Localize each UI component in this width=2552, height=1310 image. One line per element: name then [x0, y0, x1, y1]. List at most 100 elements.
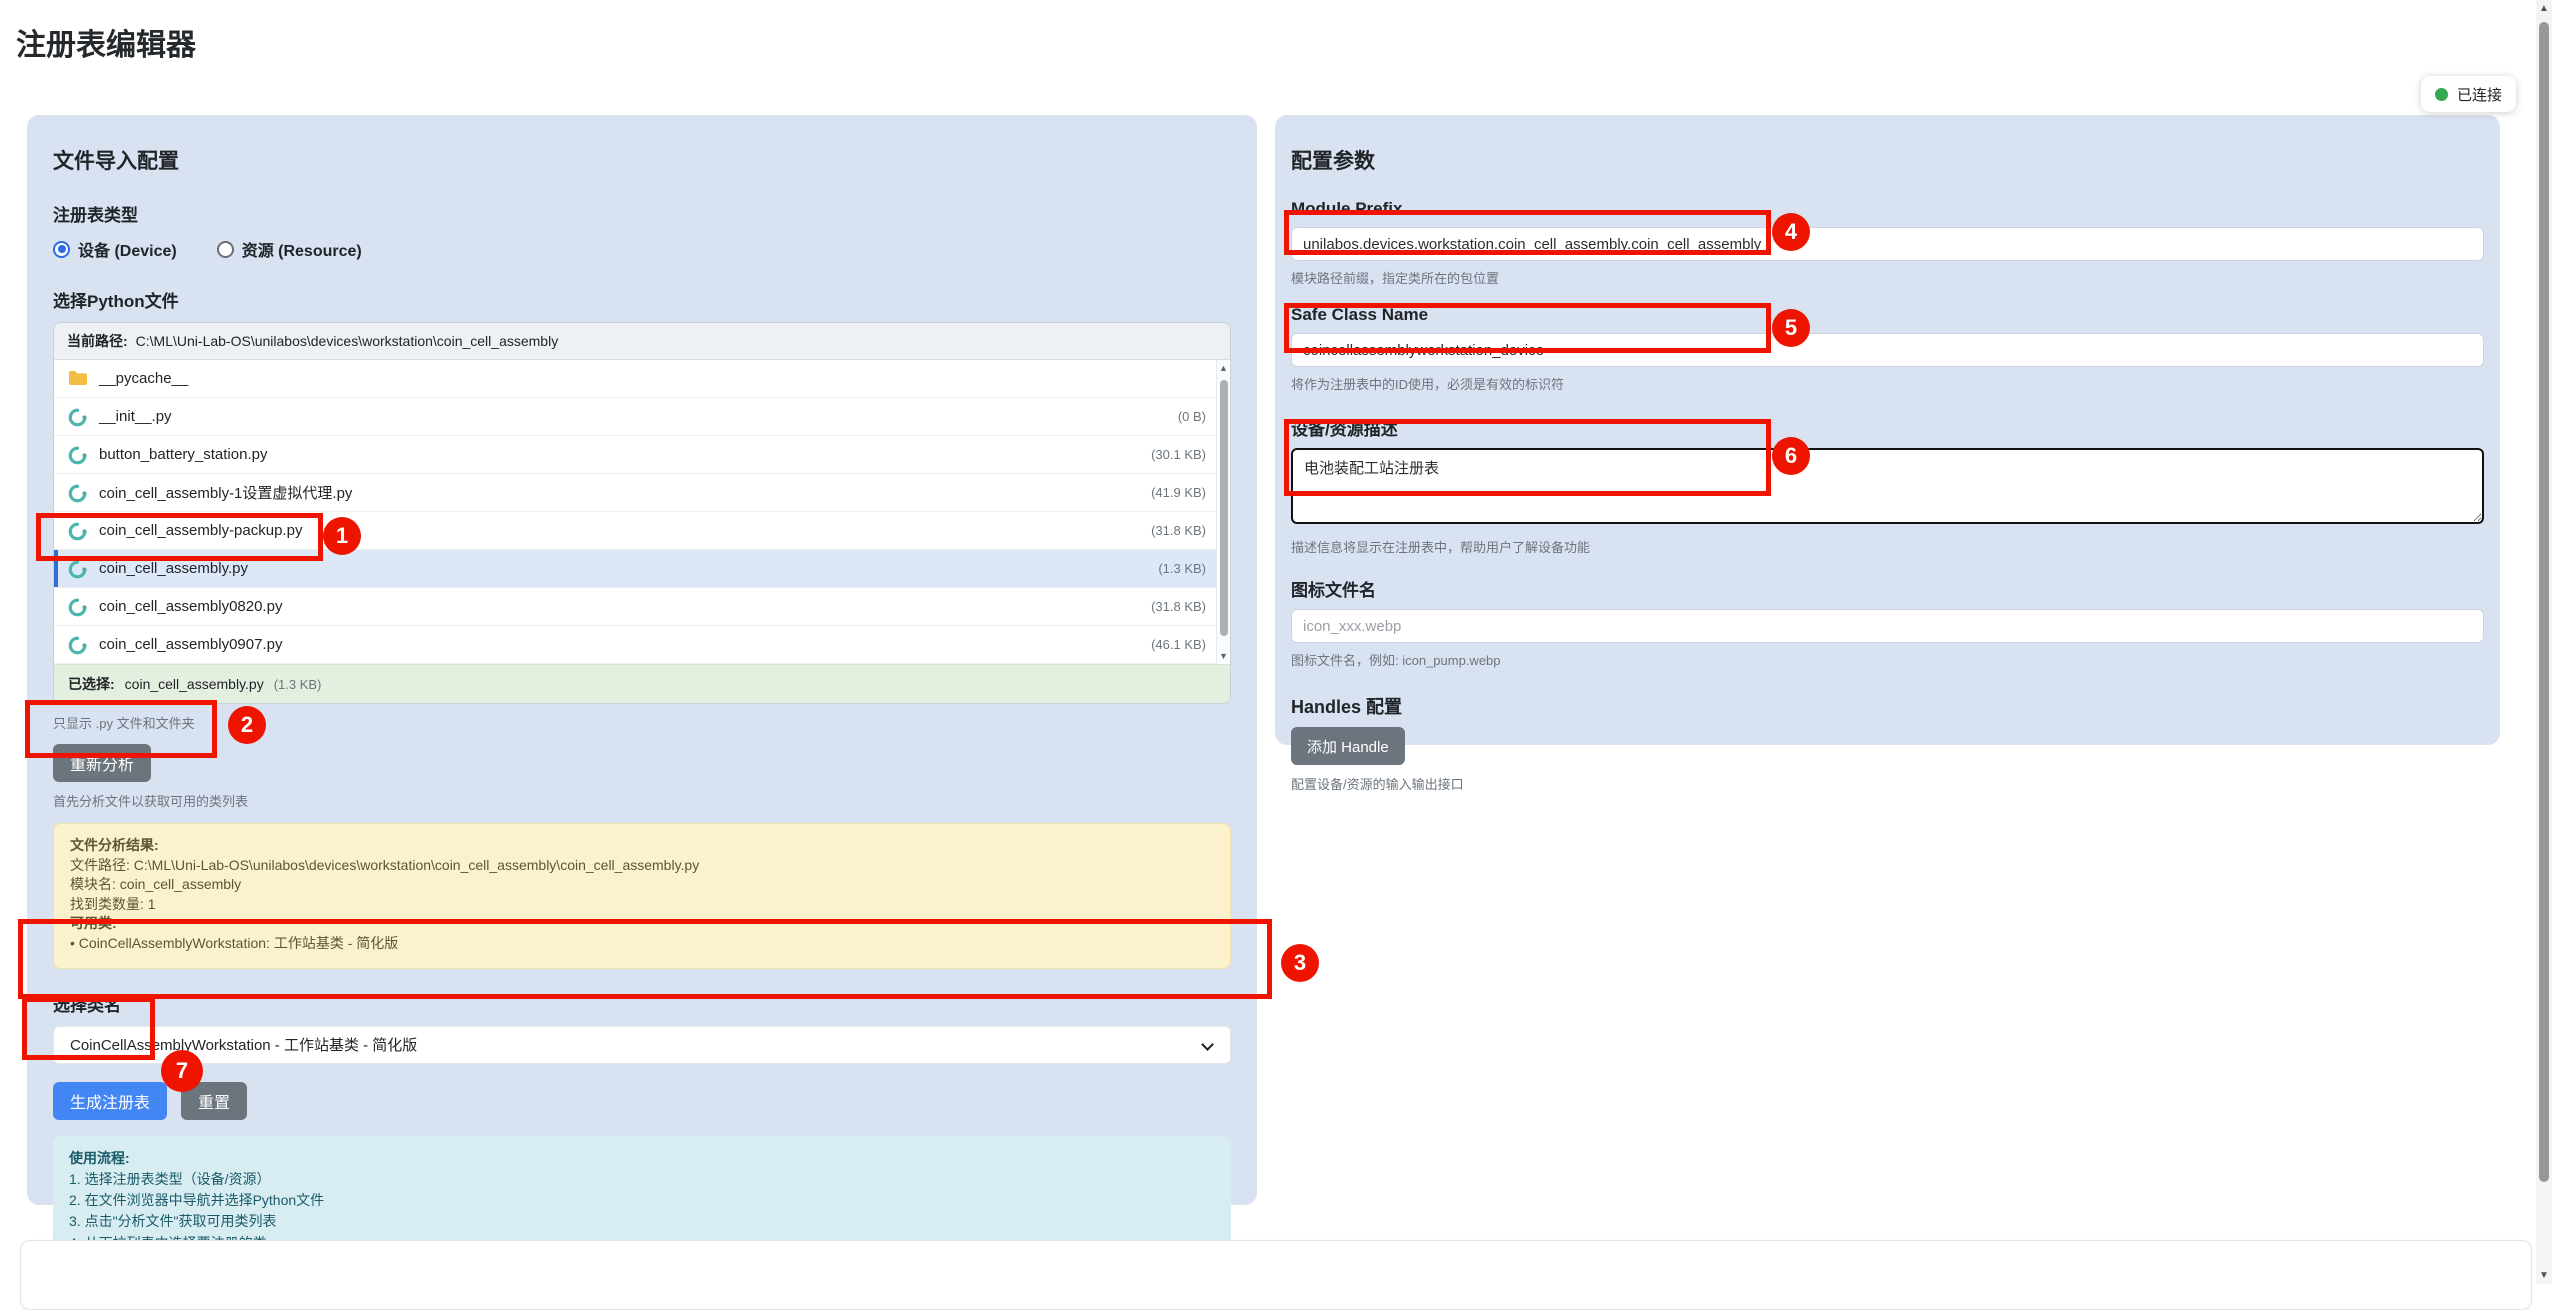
analyze-note: 首先分析文件以获取可用的类列表 [53, 794, 249, 809]
python-file-icon [68, 560, 88, 578]
file-name: coin_cell_assembly-packup.py [99, 522, 303, 539]
file-row-button-battery[interactable]: button_battery_station.py (30.1 KB) [54, 436, 1230, 474]
chevron-down-icon [1201, 1037, 1214, 1051]
connection-status-badge: 已连接 [2421, 76, 2517, 112]
generate-registry-button[interactable]: 生成注册表 [53, 1081, 168, 1120]
page-scrollbar[interactable]: ▲ ▼ [2536, 0, 2552, 1284]
file-name: __init__.py [99, 408, 172, 425]
reset-button[interactable]: 重置 [181, 1081, 248, 1120]
python-file-icon [68, 446, 88, 464]
file-import-panel: 文件导入配置 注册表类型 设备 (Device) 资源 (Resource) 选… [27, 115, 1257, 1290]
current-path-bar: 当前路径: C:\ML\Uni-Lab-OS\unilabos\devices\… [54, 323, 1230, 360]
file-row-virtual-proxy[interactable]: coin_cell_assembly-1设置虚拟代理.py (41.9 KB) [54, 474, 1230, 512]
radio-device-icon[interactable] [53, 240, 70, 258]
bottom-card [20, 1240, 2532, 1310]
class-select-label: 选择类名 [53, 995, 121, 1015]
usage-step: 1. 选择注册表类型（设备/资源） [69, 1170, 271, 1187]
module-prefix-input[interactable] [1291, 227, 2484, 261]
file-name: coin_cell_assembly.py [99, 560, 248, 577]
description-help: 描述信息将显示在注册表中，帮助用户了解设备功能 [1291, 540, 1591, 555]
file-import-heading: 文件导入配置 [53, 150, 179, 173]
file-row-0907[interactable]: coin_cell_assembly0907.py (46.1 KB) [54, 626, 1230, 664]
handles-help: 配置设备/资源的输入输出接口 [1291, 777, 1464, 792]
python-file-icon [68, 598, 88, 616]
config-params-panel: 配置参数 Module Prefix 模块路径前缀，指定类所在的包位置 Safe… [1275, 115, 2500, 792]
select-python-file-label: 选择Python文件 [53, 292, 179, 311]
safe-class-name-label: Safe Class Name [1291, 305, 1429, 324]
file-name: __pycache__ [99, 370, 189, 387]
page-scroll-down-icon[interactable]: ▼ [2539, 1270, 2549, 1281]
python-file-icon [68, 522, 88, 540]
class-select-dropdown[interactable]: CoinCellAssemblyWorkstation - 工作站基类 - 简化… [53, 1025, 1231, 1064]
python-file-icon [68, 484, 88, 502]
usage-step: 3. 点击"分析文件"获取可用类列表 [69, 1213, 277, 1230]
page-title: 注册表编辑器 [16, 29, 196, 62]
registry-type-radio-group: 设备 (Device) 资源 (Resource) [53, 237, 1231, 261]
radio-device-label: 设备 (Device) [78, 243, 177, 260]
radio-device[interactable]: 设备 (Device) [53, 237, 177, 261]
python-file-icon [68, 636, 88, 654]
selected-file-size: (1.3 KB) [273, 676, 322, 692]
page-scrollbar-thumb[interactable] [2539, 22, 2549, 1182]
available-classes-title: 可用类: [70, 915, 117, 932]
file-size: (46.1 KB) [1151, 637, 1206, 652]
safe-class-name-input[interactable] [1291, 333, 2484, 367]
safe-class-name-help: 将作为注册表中的ID使用，必须是有效的标识符 [1291, 377, 1565, 392]
file-row-packup[interactable]: coin_cell_assembly-packup.py (31.8 KB) [54, 512, 1230, 550]
class-select-value: CoinCellAssemblyWorkstation - 工作站基类 - 简化… [70, 1037, 418, 1055]
scroll-down-icon[interactable]: ▼ [1219, 651, 1228, 661]
config-params-heading: 配置参数 [1291, 150, 1375, 173]
icon-filename-label: 图标文件名 [1291, 581, 1376, 600]
icon-filename-input[interactable] [1291, 609, 2484, 643]
module-prefix-label: Module Prefix [1291, 199, 1403, 218]
connected-label: 已连接 [2457, 86, 2503, 104]
file-size: (0 B) [1177, 409, 1206, 424]
handles-config-heading: Handles 配置 [1291, 697, 1403, 717]
file-size: (30.1 KB) [1151, 447, 1206, 462]
selected-file-name: coin_cell_assembly.py [124, 676, 264, 692]
file-list-scrollbar-thumb[interactable] [1219, 380, 1228, 636]
analysis-class-count: 找到类数量: 1 [70, 895, 156, 912]
file-row-init[interactable]: __init__.py (0 B) [54, 398, 1230, 436]
file-name: coin_cell_assembly-1设置虚拟代理.py [99, 485, 353, 502]
usage-step: 2. 在文件浏览器中导航并选择Python文件 [69, 1192, 325, 1209]
usage-flow-title: 使用流程: [69, 1149, 130, 1166]
description-textarea[interactable]: 电池装配工站注册表 [1291, 448, 2484, 524]
file-row-0820[interactable]: coin_cell_assembly0820.py (31.8 KB) [54, 588, 1230, 626]
reanalyze-button[interactable]: 重新分析 [53, 744, 152, 782]
current-path-value: C:\ML\Uni-Lab-OS\unilabos\devices\workst… [135, 333, 559, 349]
current-path-label: 当前路径: [67, 333, 128, 349]
file-name: button_battery_station.py [99, 446, 268, 463]
file-size: (41.9 KB) [1151, 485, 1206, 500]
annotation-circle-3: 3 [1281, 944, 1319, 982]
file-row-pycache[interactable]: __pycache__ [54, 360, 1230, 398]
python-file-icon [68, 408, 88, 426]
file-browser: 当前路径: C:\ML\Uni-Lab-OS\unilabos\devices\… [53, 322, 1231, 704]
module-prefix-help: 模块路径前缀，指定类所在的包位置 [1291, 271, 1500, 286]
filter-note: 只显示 .py 文件和文件夹 [53, 716, 195, 731]
add-handle-button[interactable]: 添加 Handle [1291, 727, 1405, 765]
page-scroll-up-icon[interactable]: ▲ [2539, 3, 2549, 14]
file-list: __pycache__ __init__.py (0 B) button_bat… [54, 360, 1230, 664]
radio-resource[interactable]: 资源 (Resource) [216, 237, 362, 261]
registry-type-label: 注册表类型 [53, 206, 138, 225]
action-buttons: 生成注册表 重置 [53, 1081, 1231, 1120]
file-size: (31.8 KB) [1151, 599, 1206, 614]
file-row-coin-cell-assembly-selected[interactable]: coin_cell_assembly.py (1.3 KB) [54, 550, 1230, 588]
analysis-file-path: 文件路径: C:\ML\Uni-Lab-OS\unilabos\devices\… [70, 856, 700, 873]
selected-file-bar: 已选择: coin_cell_assembly.py (1.3 KB) [54, 664, 1230, 703]
connected-dot-icon [2435, 87, 2448, 101]
analysis-result-title: 文件分析结果: [70, 837, 159, 853]
analysis-module-name: 模块名: coin_cell_assembly [70, 876, 242, 893]
scroll-up-icon[interactable]: ▲ [1219, 363, 1228, 373]
file-name: coin_cell_assembly0907.py [99, 636, 283, 653]
file-list-scrollbar[interactable]: ▲ ▼ [1216, 360, 1230, 664]
file-size: (31.8 KB) [1151, 523, 1206, 538]
radio-resource-icon[interactable] [216, 240, 234, 258]
radio-resource-label: 资源 (Resource) [241, 243, 362, 260]
folder-icon [68, 370, 88, 388]
selected-file-label: 已选择: [68, 676, 115, 692]
description-label: 设备/资源描述 [1291, 420, 1398, 439]
file-name: coin_cell_assembly0820.py [99, 598, 283, 615]
file-size: (1.3 KB) [1158, 561, 1206, 576]
